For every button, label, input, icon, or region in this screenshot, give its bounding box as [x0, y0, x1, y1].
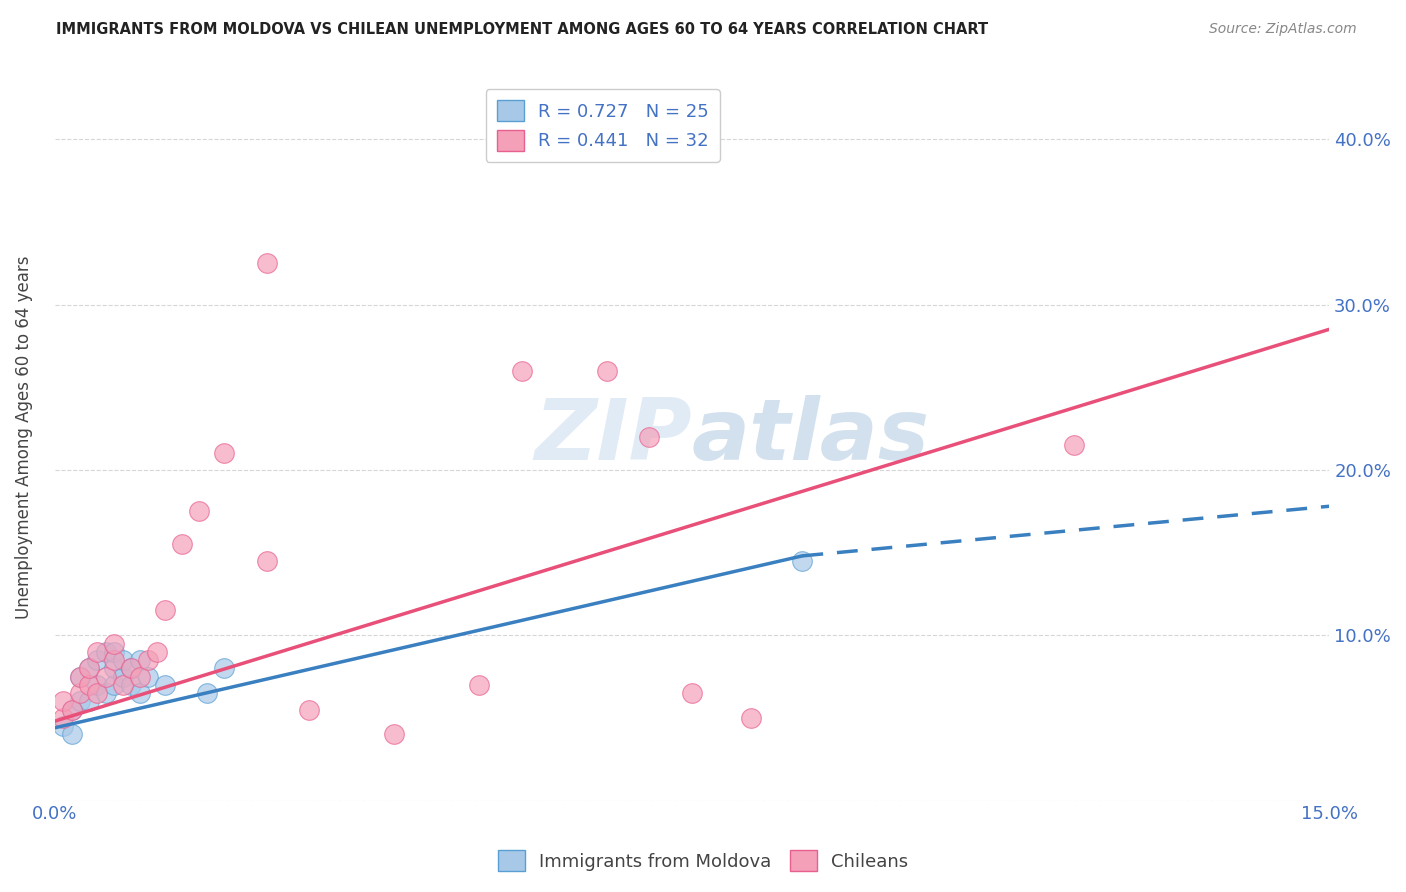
Point: [86, 645, 108, 659]
Point: [384, 727, 406, 741]
Point: [740, 711, 762, 725]
Point: [153, 603, 176, 617]
Point: [1063, 438, 1085, 452]
Point: [86, 653, 108, 667]
Point: [69, 670, 91, 684]
Point: [136, 670, 159, 684]
Point: [153, 678, 176, 692]
Text: ZIP: ZIP: [534, 395, 692, 478]
Point: [69, 694, 91, 708]
Point: [256, 554, 278, 568]
Point: [69, 686, 91, 700]
Point: [120, 661, 142, 675]
Legend: Immigrants from Moldova, Chileans: Immigrants from Moldova, Chileans: [491, 843, 915, 879]
Point: [468, 678, 491, 692]
Point: [94, 686, 117, 700]
Point: [69, 670, 91, 684]
Point: [103, 653, 125, 667]
Point: [188, 504, 211, 518]
Point: [77, 661, 100, 675]
Point: [214, 661, 236, 675]
Point: [103, 645, 125, 659]
Point: [256, 256, 278, 270]
Point: [77, 694, 100, 708]
Point: [298, 703, 321, 717]
Legend: R = 0.727   N = 25, R = 0.441   N = 32: R = 0.727 N = 25, R = 0.441 N = 32: [485, 89, 720, 161]
Point: [128, 653, 150, 667]
Text: IMMIGRANTS FROM MOLDOVA VS CHILEAN UNEMPLOYMENT AMONG AGES 60 TO 64 YEARS CORREL: IMMIGRANTS FROM MOLDOVA VS CHILEAN UNEMP…: [56, 22, 988, 37]
Text: Source: ZipAtlas.com: Source: ZipAtlas.com: [1209, 22, 1357, 37]
Point: [197, 686, 219, 700]
Text: atlas: atlas: [692, 395, 929, 478]
Point: [52, 694, 75, 708]
Point: [52, 719, 75, 733]
Point: [638, 430, 661, 444]
Point: [681, 686, 703, 700]
Point: [120, 661, 142, 675]
Point: [128, 686, 150, 700]
Point: [60, 703, 83, 717]
Point: [103, 661, 125, 675]
Point: [60, 703, 83, 717]
Point: [145, 645, 167, 659]
Point: [86, 678, 108, 692]
Point: [120, 678, 142, 692]
Point: [214, 446, 236, 460]
Y-axis label: Unemployment Among Ages 60 to 64 years: Unemployment Among Ages 60 to 64 years: [15, 255, 32, 618]
Point: [128, 670, 150, 684]
Point: [60, 727, 83, 741]
Point: [94, 645, 117, 659]
Point: [103, 636, 125, 650]
Point: [596, 364, 619, 378]
Point: [77, 678, 100, 692]
Point: [136, 653, 159, 667]
Point: [170, 537, 193, 551]
Point: [111, 670, 134, 684]
Point: [77, 661, 100, 675]
Point: [86, 686, 108, 700]
Point: [510, 364, 533, 378]
Point: [111, 653, 134, 667]
Point: [792, 554, 814, 568]
Point: [94, 670, 117, 684]
Point: [52, 711, 75, 725]
Point: [111, 678, 134, 692]
Point: [103, 678, 125, 692]
